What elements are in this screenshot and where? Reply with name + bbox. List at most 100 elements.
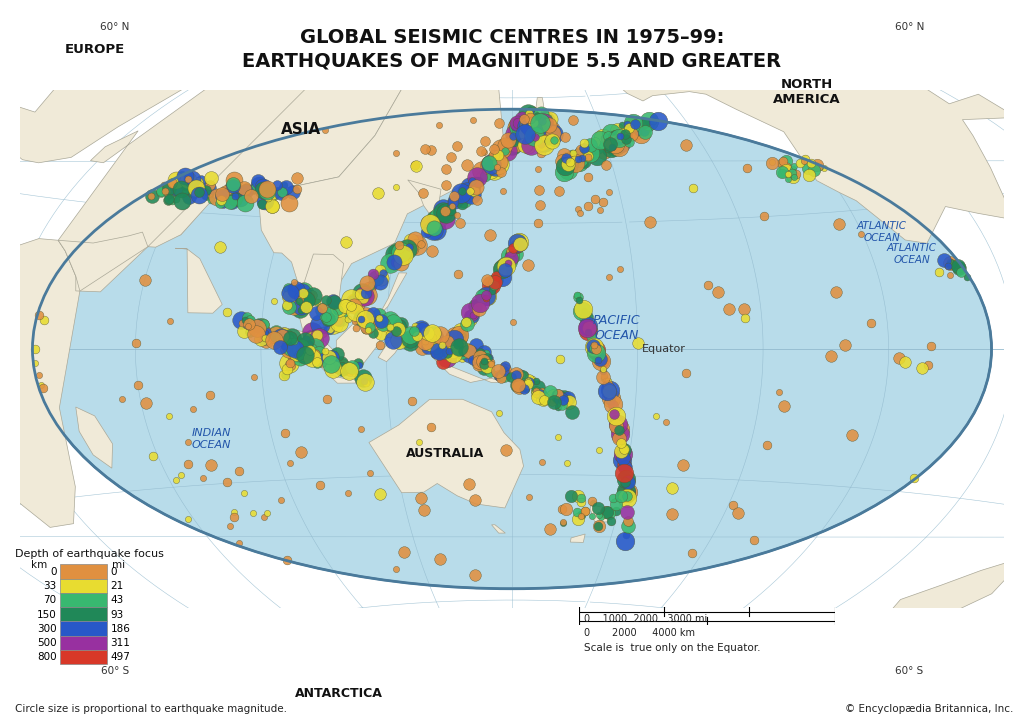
Point (286, 300, 302, 311)
Point (602, 384, 618, 395)
Point (36, 314, 52, 326)
Point (496, 145, 512, 156)
Point (535, 393, 551, 404)
Point (292, 352, 308, 364)
Point (444, 342, 461, 353)
Point (256, 328, 272, 340)
Point (562, 153, 579, 164)
Point (311, 332, 328, 344)
Point (511, 236, 527, 248)
Point (490, 158, 507, 169)
Point (337, 300, 353, 312)
Point (542, 523, 558, 535)
Point (536, 140, 552, 151)
Point (611, 432, 628, 443)
Point (143, 190, 160, 201)
Point (541, 119, 557, 130)
Point (375, 318, 391, 330)
Point (343, 293, 359, 305)
Point (425, 331, 441, 342)
Point (508, 241, 524, 252)
Point (611, 425, 628, 437)
Point (808, 160, 824, 172)
Point (470, 176, 486, 188)
Point (511, 382, 527, 393)
Point (473, 290, 489, 302)
Point (307, 350, 324, 362)
Point (257, 324, 273, 336)
Point (777, 162, 794, 174)
Point (509, 237, 525, 249)
Point (530, 391, 547, 403)
Polygon shape (58, 23, 353, 292)
Point (212, 241, 228, 253)
Point (519, 120, 536, 132)
Point (193, 174, 209, 186)
Point (540, 118, 556, 129)
Point (606, 408, 623, 419)
Point (356, 288, 373, 300)
Point (424, 245, 440, 257)
Point (515, 382, 531, 393)
Point (624, 119, 640, 130)
Point (445, 196, 462, 208)
Point (264, 187, 281, 198)
Point (276, 427, 293, 439)
Point (345, 364, 361, 375)
Point (169, 182, 185, 194)
Point (508, 249, 524, 260)
Point (185, 403, 202, 415)
Point (241, 318, 257, 330)
Point (522, 112, 539, 124)
Point (514, 379, 530, 390)
Point (425, 220, 441, 231)
Point (600, 379, 616, 391)
Polygon shape (163, 22, 316, 65)
Point (444, 345, 461, 357)
Point (823, 350, 840, 362)
Point (354, 313, 371, 324)
Point (329, 348, 345, 360)
Point (286, 335, 302, 347)
Point (265, 190, 282, 201)
Point (322, 323, 338, 334)
Point (569, 490, 586, 502)
Point (587, 136, 603, 148)
Point (400, 241, 417, 253)
Point (404, 243, 421, 254)
Point (784, 167, 801, 179)
Point (607, 417, 624, 428)
Point (201, 187, 217, 198)
Point (525, 119, 542, 131)
Point (616, 476, 633, 488)
Point (557, 132, 573, 143)
Point (575, 156, 592, 167)
Point (495, 361, 511, 372)
Point (325, 295, 341, 307)
Point (337, 300, 353, 311)
Point (347, 297, 364, 309)
Point (272, 331, 289, 342)
Point (286, 186, 302, 198)
Point (436, 205, 453, 217)
Point (467, 182, 483, 193)
Point (777, 164, 794, 176)
Point (579, 318, 595, 330)
Point (257, 196, 273, 207)
Point (525, 130, 542, 142)
Point (425, 225, 441, 236)
Point (522, 129, 539, 140)
Text: ANTARCTICA: ANTARCTICA (295, 687, 382, 700)
Point (581, 321, 597, 332)
Point (279, 299, 295, 310)
Point (436, 213, 453, 225)
Point (445, 190, 462, 201)
Point (513, 239, 529, 251)
Point (311, 479, 328, 491)
Text: EARTHQUAKES OF MAGNITUDE 5.5 AND GREATER: EARTHQUAKES OF MAGNITUDE 5.5 AND GREATER (243, 52, 781, 71)
Point (551, 185, 567, 196)
Point (609, 124, 626, 136)
Point (615, 444, 632, 456)
Point (602, 142, 618, 154)
Point (550, 401, 566, 413)
